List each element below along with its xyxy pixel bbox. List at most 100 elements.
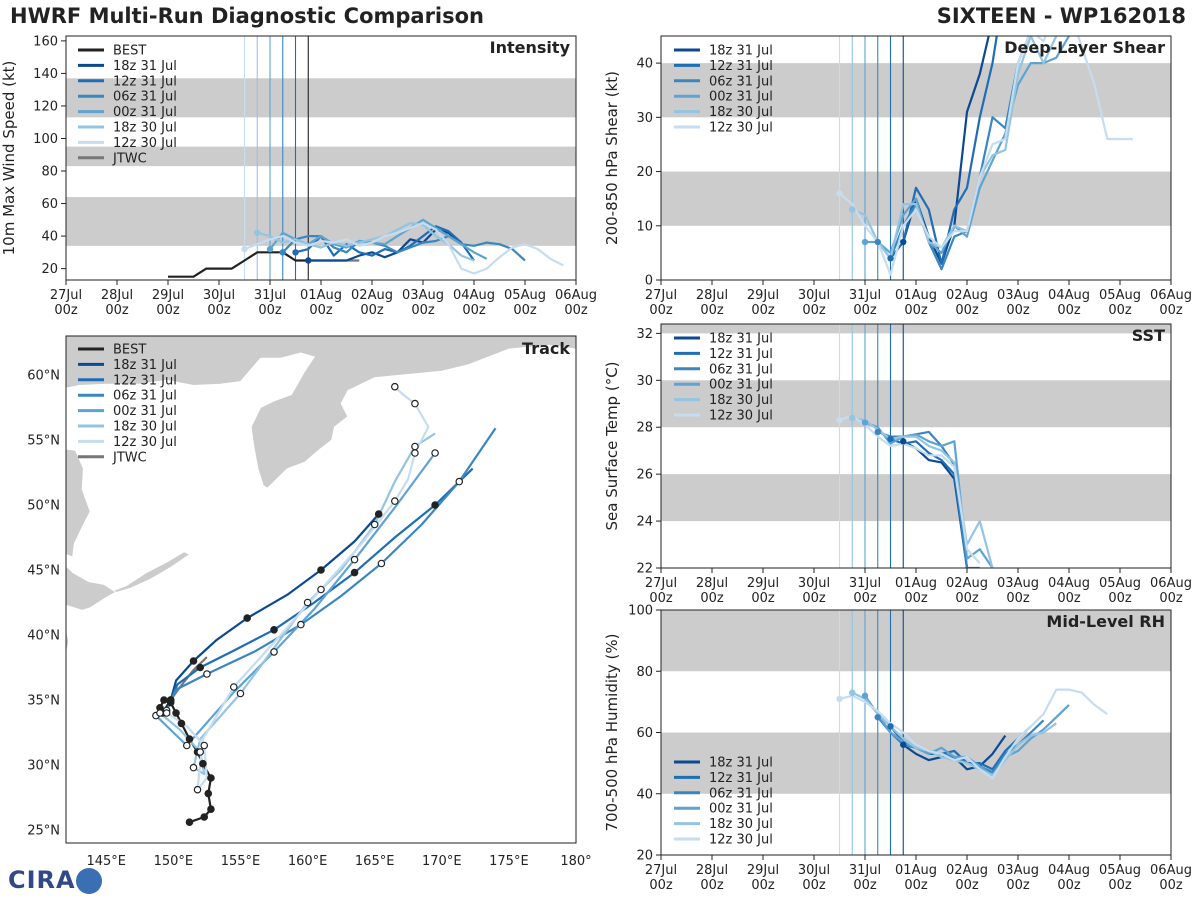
track-ytick-label-6: 55°N <box>27 434 60 449</box>
intensity-ylabel: 10m Max Wind Speed (kt) <box>0 61 18 256</box>
shear-xtick-label-8: 04Aug <box>1048 288 1090 303</box>
rh-xtick-label-4: 31Jul <box>849 863 881 878</box>
track-xtick-label-1: 150°E <box>154 854 194 869</box>
sst-band-1 <box>661 380 1171 428</box>
track-point-18z-30-jul-6 <box>236 689 245 698</box>
track-xtick-label-4: 165°E <box>355 854 395 869</box>
intensity-dot-00z-31-jul <box>266 245 274 253</box>
track-point-00z-31-jul-8 <box>431 449 439 457</box>
sst-series-18z-30-jul <box>852 416 994 568</box>
shear-xtick-label2-2: 00z <box>751 303 775 318</box>
rh-ytick-label-0: 20 <box>636 849 653 864</box>
track-xtick-label-6: 175°E <box>489 854 529 869</box>
track-series-06z-31-jul <box>165 427 497 711</box>
rh-ytick-label-2: 60 <box>636 726 653 741</box>
intensity-ytick-label-4: 100 <box>33 132 58 147</box>
shear-legend-label-00z-31-jul: 00z 31 Jul <box>709 90 773 105</box>
intensity-ytick-label-7: 160 <box>33 34 58 49</box>
track-ytick-label-3: 40°N <box>27 629 60 644</box>
track-xtick-label-2: 155°E <box>221 854 261 869</box>
shear-xtick-label-3: 30Jul <box>798 288 830 303</box>
track-point-best-1 <box>200 813 209 821</box>
track-point-best-9 <box>172 709 180 717</box>
track-ytick-label-2: 35°N <box>27 694 60 709</box>
sst-xtick-label-2: 29Jul <box>747 576 779 591</box>
intensity-xtick-label2-0: 00z <box>54 303 78 318</box>
track-legend-label-12z-31-jul: 12z 31 Jul <box>113 373 177 388</box>
rh-dot-00z-31-jul <box>861 692 869 699</box>
shear-xtick-label-7: 03Aug <box>997 288 1039 303</box>
track-point-06z-31-jul-2 <box>203 670 211 678</box>
shear-dot-00z-31-jul <box>861 238 869 246</box>
shear-dot-12z-30-jul <box>836 190 843 197</box>
sst-legend-label-12z-31-jul: 12z 31 Jul <box>709 347 773 362</box>
track-point-best-2 <box>207 805 215 814</box>
intensity-legend-label-jtwc: JTWC <box>112 151 147 166</box>
shear-series-00z-31-jul <box>865 36 1070 254</box>
track-point-best-5 <box>199 759 207 768</box>
intensity-xtick-label-8: 04Aug <box>453 288 495 303</box>
intensity-band-1 <box>66 146 576 167</box>
intensity-legend-label-18z-30-jul: 18z 30 Jul <box>113 121 177 136</box>
track-point-12z-31-jul-6 <box>350 568 359 577</box>
sst-legend-label-12z-30-jul: 12z 30 Jul <box>709 409 773 424</box>
rh-ytick-label-3: 80 <box>636 665 653 680</box>
shear-xtick-label-1: 28Jul <box>696 288 728 303</box>
sst-xtick-label-4: 31Jul <box>849 576 881 591</box>
intensity-legend-label-06z-31-jul: 06z 31 Jul <box>113 90 177 105</box>
sst-xtick-label2-5: 00z <box>904 591 928 606</box>
shear-xtick-label2-10: 00z <box>1159 303 1183 318</box>
intensity-legend-label-12z-31-jul: 12z 31 Jul <box>113 74 177 89</box>
track-point-12z-30-jul-12 <box>411 449 419 457</box>
rh-xtick-label-9: 05Aug <box>1099 863 1141 878</box>
sst-xtick-label2-0: 00z <box>649 591 673 606</box>
shear-xtick-label-4: 31Jul <box>849 288 881 303</box>
sst-dot-18z-31-jul <box>900 438 907 445</box>
intensity-xtick-label-0: 27Jul <box>50 288 82 303</box>
rh-dot-12z-31-jul <box>887 723 894 730</box>
intensity-legend-label-00z-31-jul: 00z 31 Jul <box>113 105 177 120</box>
track-point-18z-30-jul-4 <box>189 763 198 772</box>
intensity-xtick-label2-6: 00z <box>360 303 384 318</box>
shear-series-18z-30-jul <box>851 36 1058 260</box>
shear-xtick-label-2: 29Jul <box>747 288 779 303</box>
intensity-band-0 <box>66 197 576 246</box>
sst-legend-label-18z-31-jul: 18z 31 Jul <box>709 332 773 347</box>
intensity-ytick-label-1: 40 <box>41 230 58 245</box>
track-series-18z-30-jul <box>159 432 436 776</box>
rh-xtick-label-1: 28Jul <box>696 863 728 878</box>
intensity-legend-label-12z-30-jul: 12z 30 Jul <box>113 136 177 151</box>
rh-xtick-label-3: 30Jul <box>798 863 830 878</box>
track-point-00z-31-jul-4 <box>270 648 278 656</box>
shear-xtick-label-0: 27Jul <box>645 288 677 303</box>
shear-band-1 <box>661 63 1171 118</box>
rh-xtick-label-6: 02Aug <box>946 863 988 878</box>
intensity-series-12z-30-jul <box>244 222 564 275</box>
sst-dot-18z-30-jul <box>849 414 856 422</box>
shear-dot-18z-31-jul <box>900 238 907 246</box>
track-point-00z-31-jul-2 <box>182 741 191 750</box>
rh-ytick-label-4: 100 <box>628 604 653 619</box>
track-point-12z-31-jul-4 <box>270 625 278 634</box>
intensity-ytick-label-5: 120 <box>33 99 58 114</box>
sst-dot-06z-31-jul <box>874 428 881 436</box>
rh-series-group <box>836 688 1108 780</box>
intensity-xtick-label-6: 02Aug <box>351 288 393 303</box>
shear-xtick-label2-4: 00z <box>853 303 877 318</box>
rh-xtick-label2-8: 00z <box>1057 878 1081 893</box>
rh-chart: 27Jul00z28Jul00z29Jul00z30Jul00z31Jul00z… <box>603 604 1192 894</box>
intensity-xtick-label-10: 06Aug <box>555 288 597 303</box>
intensity-xtick-label2-3: 00z <box>207 303 231 318</box>
rh-dot-06z-31-jul <box>874 713 881 721</box>
shear-legend-label-18z-30-jul: 18z 30 Jul <box>709 105 773 120</box>
sst-xtick-label-9: 05Aug <box>1099 576 1141 591</box>
track-xtick-label-5: 170°E <box>422 854 462 869</box>
track-series-jtwc <box>169 656 208 701</box>
track-point-best-8 <box>177 719 186 728</box>
rh-xtick-label-8: 04Aug <box>1048 863 1090 878</box>
shear-ytick-label-4: 40 <box>636 57 653 72</box>
shear-xtick-label2-0: 00z <box>649 303 673 318</box>
intensity-xtick-label-5: 01Aug <box>300 288 342 303</box>
track-ytick-label-4: 45°N <box>27 564 60 579</box>
